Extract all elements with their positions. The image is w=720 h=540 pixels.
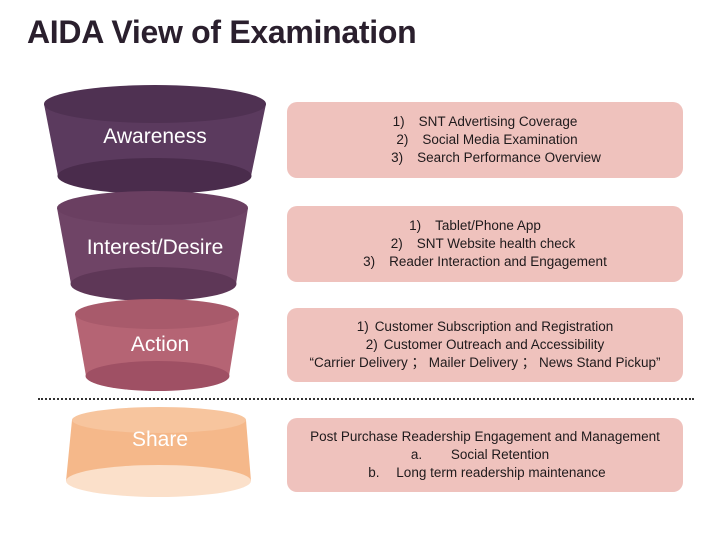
- funnel-stage-interest: [57, 191, 248, 301]
- list-text: Long term readership maintenance: [396, 465, 606, 480]
- funnel-body-share: [66, 420, 251, 481]
- funnel-body-interest: [57, 208, 248, 284]
- list-text: Tablet/Phone App: [435, 218, 541, 233]
- list-item: 1) SNT Advertising Coverage: [393, 113, 578, 131]
- stage-label-share: Share: [131, 428, 189, 451]
- list-number: 3): [363, 254, 376, 269]
- list-text: Customer Subscription and Registration: [374, 319, 614, 334]
- share-details-box: Post Purchase Readership Engagement and …: [287, 418, 683, 492]
- list-text: Customer Outreach and Accessibility: [383, 337, 605, 352]
- list-number: 2): [396, 132, 409, 147]
- list-item: 1) Customer Subscription and Registratio…: [357, 318, 614, 336]
- list-item: 2) Customer Outreach and Accessibility: [366, 336, 605, 354]
- list-item: a. Social Retention: [411, 446, 549, 464]
- list-text: Reader Interaction and Engagement: [389, 254, 607, 269]
- funnel-stage-action: [75, 299, 239, 391]
- list-item: 3) Search Performance Overview: [391, 149, 601, 167]
- list-text: SNT Website health check: [416, 236, 576, 251]
- stage-label-interest: Interest/Desire: [86, 236, 224, 259]
- awareness-details-box: 1) SNT Advertising Coverage 2) Social Me…: [287, 102, 683, 178]
- funnel-bottom-interest: [70, 267, 237, 301]
- list-item: b. Long term readership maintenance: [368, 464, 605, 482]
- action-details-box: 1) Customer Subscription and Registratio…: [287, 308, 683, 382]
- list-number: 2): [390, 236, 403, 251]
- funnel-body-awareness: [44, 104, 266, 176]
- list-text: Social Media Examination: [422, 132, 578, 147]
- dotted-divider: [38, 398, 694, 400]
- list-number: b.: [368, 465, 380, 480]
- list-text: Search Performance Overview: [417, 150, 601, 165]
- list-item: “Carrier Delivery ； Mailer Delivery ； Ne…: [309, 354, 660, 372]
- funnel-stage-share: [66, 407, 251, 497]
- list-item: 3) Reader Interaction and Engagement: [363, 253, 607, 271]
- list-number: 1): [392, 114, 405, 129]
- list-number: 2): [365, 337, 378, 352]
- funnel-bottom-awareness: [57, 158, 252, 194]
- box-heading: Post Purchase Readership Engagement and …: [310, 429, 660, 444]
- page-title: AIDA View of Examination: [27, 14, 417, 50]
- funnel-bottom-share: [66, 465, 251, 497]
- stage-label-action: Action: [130, 333, 190, 356]
- funnel-top-share: [72, 407, 246, 433]
- funnel-bottom-action: [85, 361, 230, 391]
- list-number: 1): [409, 218, 422, 233]
- list-text: SNT Advertising Coverage: [418, 114, 578, 129]
- list-text: Social Retention: [450, 447, 550, 462]
- list-item: 1) Tablet/Phone App: [409, 217, 541, 235]
- list-number: a.: [410, 447, 423, 462]
- funnel-top-action: [75, 299, 239, 329]
- funnel-top-interest: [57, 191, 248, 225]
- list-number: 3): [391, 150, 404, 165]
- list-item: 2) SNT Website health check: [391, 235, 576, 253]
- funnel-body-action: [75, 314, 239, 376]
- interest-details-box: 1) Tablet/Phone App 2) SNT Website healt…: [287, 206, 683, 282]
- funnel-stage-awareness: [44, 85, 266, 194]
- list-number: 1): [356, 319, 369, 334]
- list-item: 2) Social Media Examination: [396, 131, 577, 149]
- list-text: “Carrier Delivery ； Mailer Delivery ； Ne…: [309, 355, 661, 370]
- funnel-top-awareness: [44, 85, 266, 123]
- stage-label-awareness: Awareness: [103, 125, 207, 148]
